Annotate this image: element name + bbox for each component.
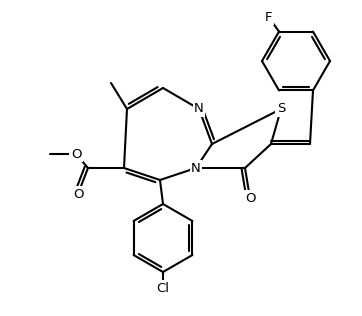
Text: N: N xyxy=(194,102,204,116)
Text: N: N xyxy=(191,161,201,174)
Text: O: O xyxy=(71,148,81,161)
Text: F: F xyxy=(265,11,273,24)
Text: S: S xyxy=(277,102,285,116)
Text: O: O xyxy=(73,187,83,200)
Text: Cl: Cl xyxy=(156,282,169,295)
Text: O: O xyxy=(245,191,255,204)
